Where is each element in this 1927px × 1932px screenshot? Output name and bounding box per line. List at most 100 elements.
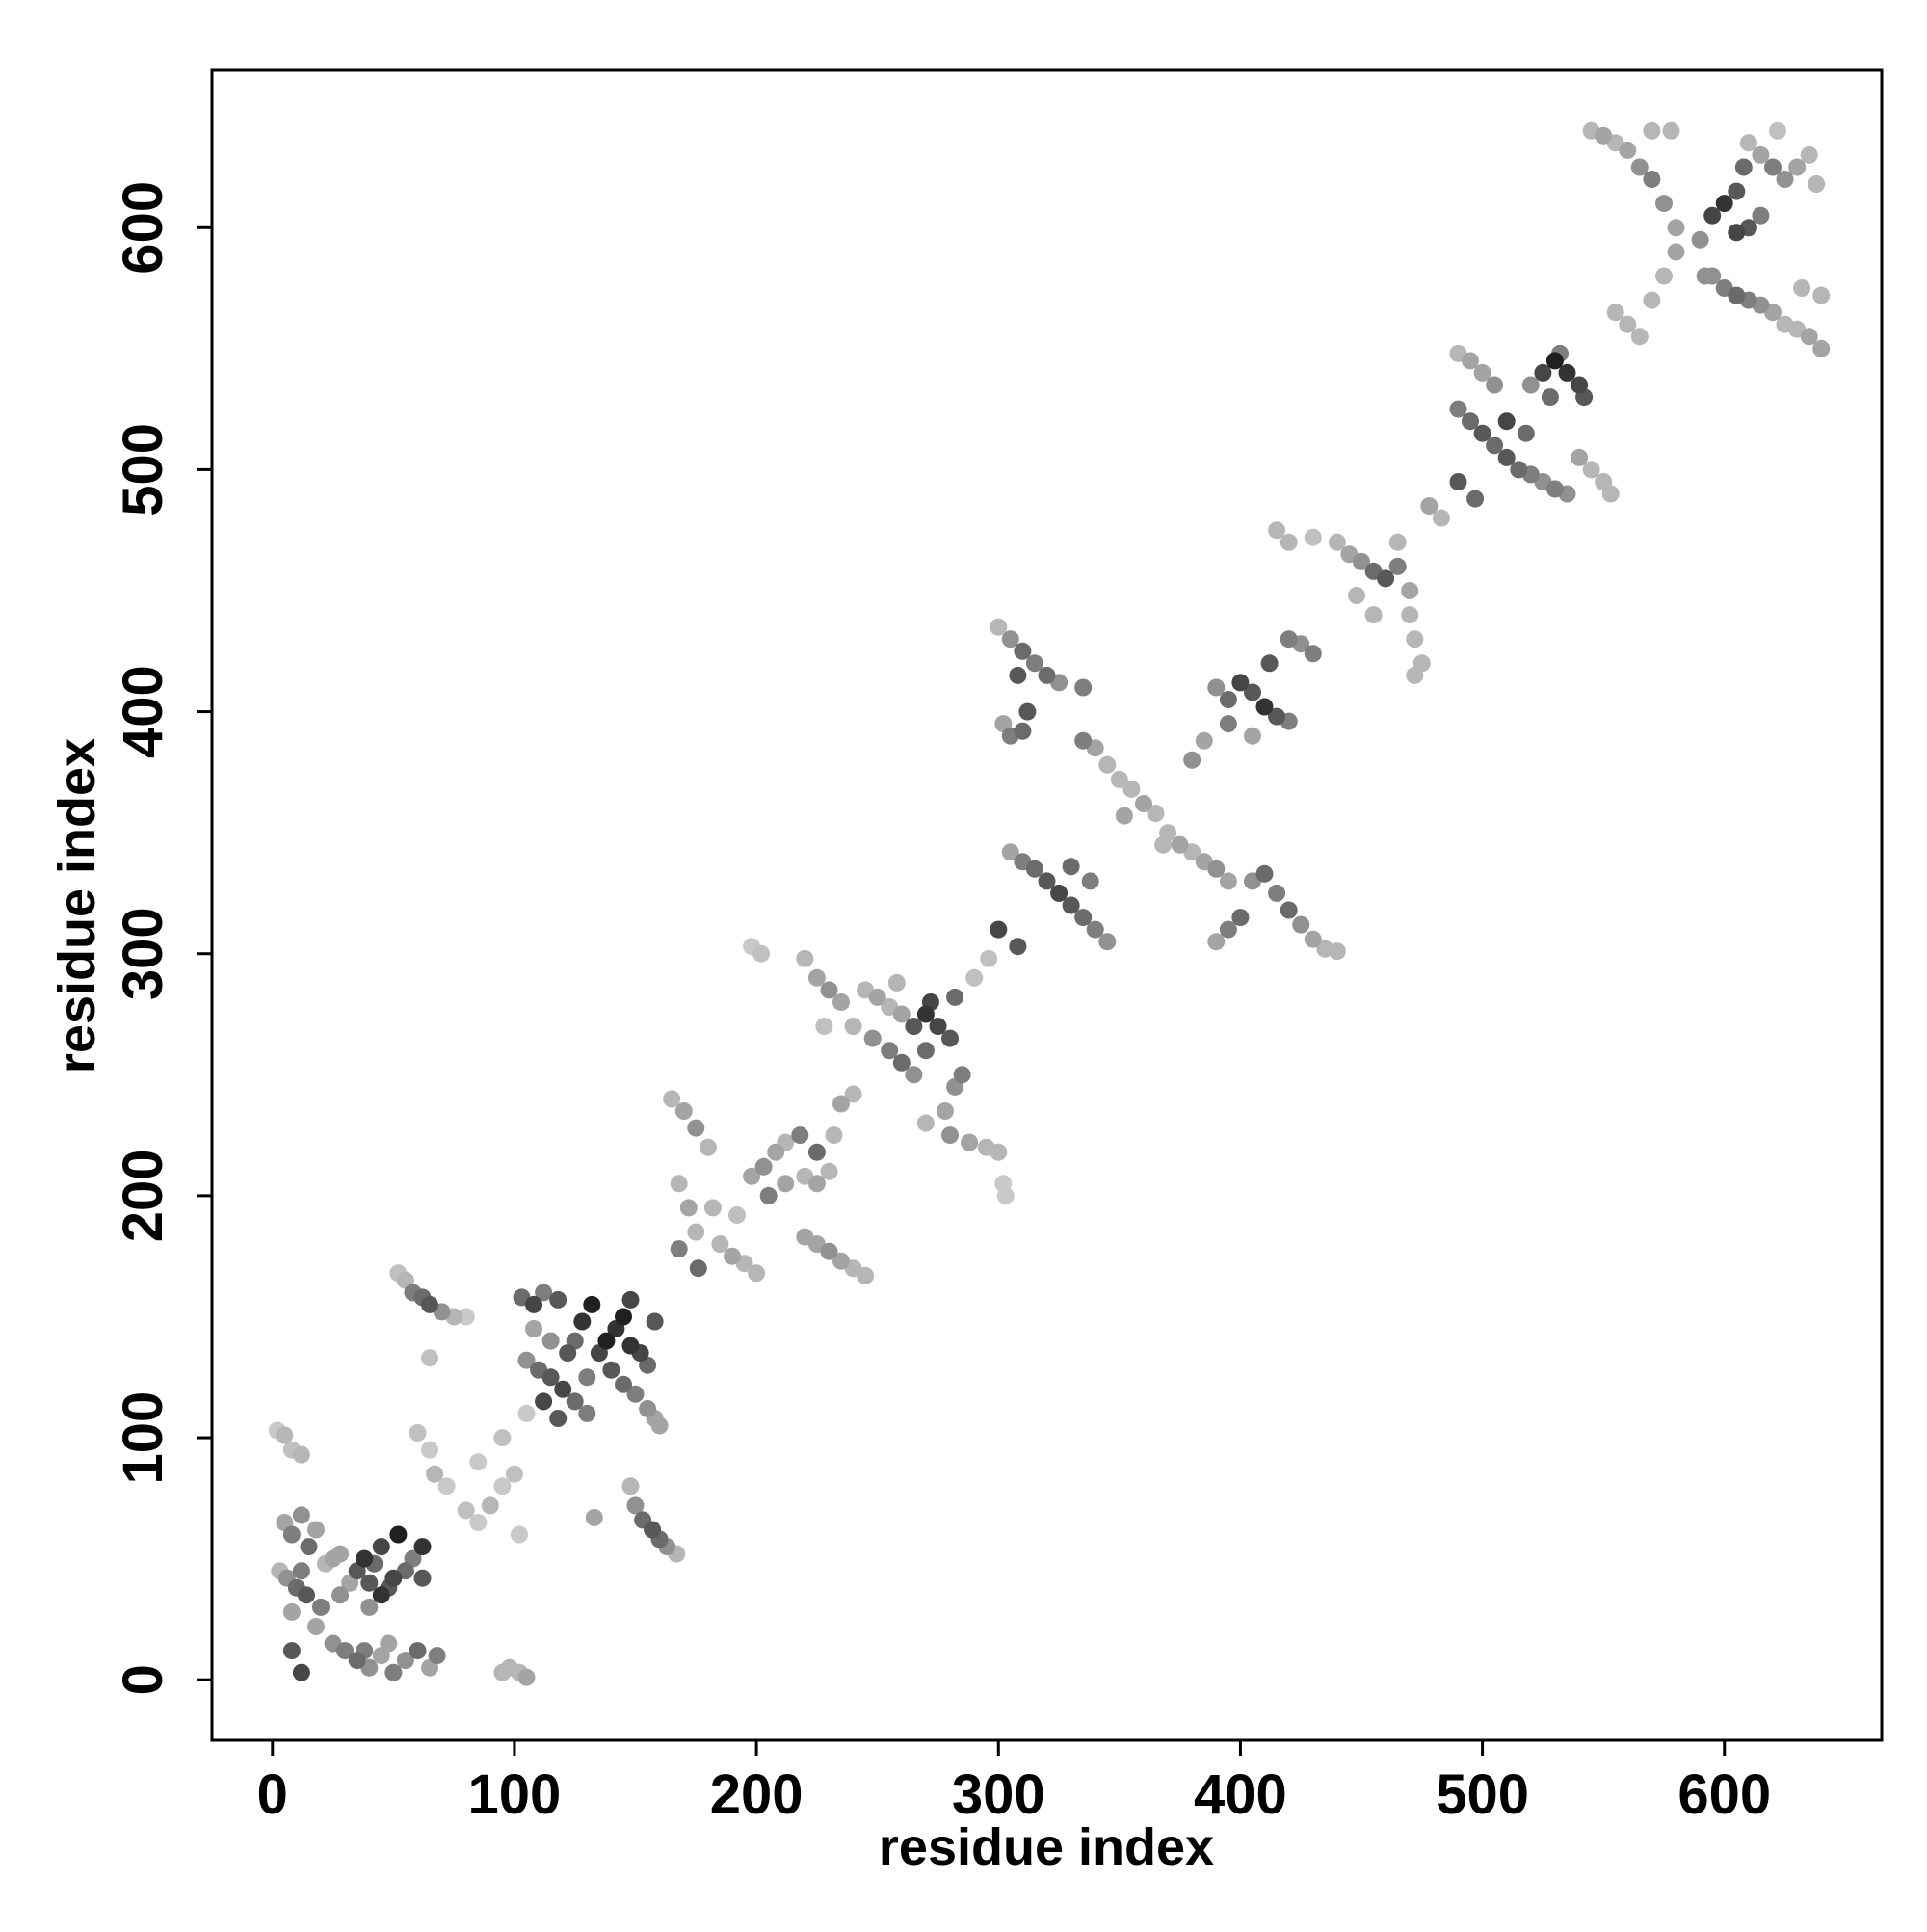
data-point xyxy=(1541,388,1559,407)
data-point xyxy=(724,1247,741,1265)
data-point xyxy=(1752,146,1770,164)
data-point xyxy=(743,1167,761,1185)
data-point xyxy=(549,1410,568,1427)
data-point xyxy=(759,1186,778,1204)
data-point xyxy=(1643,121,1661,140)
data-point xyxy=(844,1018,862,1036)
data-point xyxy=(905,1066,923,1084)
data-point xyxy=(457,1308,475,1326)
data-point xyxy=(1420,497,1439,516)
data-point xyxy=(990,1143,1008,1161)
data-point xyxy=(348,1652,366,1670)
data-point xyxy=(421,1295,438,1313)
data-point xyxy=(703,1199,722,1217)
data-point xyxy=(389,1525,408,1544)
data-point xyxy=(1207,860,1226,878)
data-point xyxy=(336,1642,355,1660)
data-point xyxy=(941,1029,959,1047)
x-axis: 0 100 200 300 400 500 600 xyxy=(257,1740,1771,1826)
data-point xyxy=(961,1133,979,1151)
data-point xyxy=(916,1114,935,1132)
data-point xyxy=(549,1290,568,1309)
data-point xyxy=(1353,552,1370,570)
data-point xyxy=(844,1085,862,1103)
data-point xyxy=(1255,698,1274,716)
data-point xyxy=(1260,654,1279,673)
data-point xyxy=(360,1574,379,1592)
data-point xyxy=(1154,835,1173,854)
data-point xyxy=(1534,363,1552,382)
data-point xyxy=(554,1380,572,1398)
data-point xyxy=(916,1005,935,1023)
data-point xyxy=(670,1175,688,1193)
data-point xyxy=(621,1337,640,1355)
data-point xyxy=(815,1018,833,1036)
data-point xyxy=(457,1501,475,1520)
data-point xyxy=(541,1332,560,1350)
data-point xyxy=(1328,942,1346,961)
data-point xyxy=(1377,569,1395,588)
data-point xyxy=(1752,206,1770,225)
data-point xyxy=(1728,182,1746,200)
data-point xyxy=(650,1416,669,1435)
data-point xyxy=(331,1545,350,1563)
data-point xyxy=(1122,780,1141,798)
data-point xyxy=(437,1477,456,1495)
data-point xyxy=(1074,731,1093,750)
data-point xyxy=(1715,195,1733,213)
data-point xyxy=(360,1598,379,1616)
data-point xyxy=(1001,843,1019,861)
data-point xyxy=(1388,533,1407,551)
data-point xyxy=(493,1477,512,1495)
y-tick-label: 400 xyxy=(112,665,174,758)
data-point xyxy=(511,1525,528,1544)
data-point xyxy=(1466,490,1485,508)
data-point xyxy=(469,1453,488,1471)
data-point xyxy=(1255,864,1274,883)
y-axis: 0 100 200 300 400 500 600 xyxy=(112,181,212,1695)
data-point xyxy=(946,988,964,1006)
data-point xyxy=(807,1143,826,1161)
data-point xyxy=(307,1618,325,1635)
data-point xyxy=(1558,363,1576,382)
data-point xyxy=(1098,755,1117,774)
data-point xyxy=(1764,158,1782,176)
data-point xyxy=(615,1308,632,1326)
data-point xyxy=(832,1095,850,1113)
data-point xyxy=(396,1652,414,1670)
data-point xyxy=(646,1312,664,1331)
data-point xyxy=(1268,707,1286,726)
data-point xyxy=(1406,666,1424,684)
x-axis-title: residue index xyxy=(879,1818,1214,1876)
data-point xyxy=(1643,291,1661,309)
data-point xyxy=(1348,587,1365,604)
data-point xyxy=(517,1351,536,1369)
data-point xyxy=(1098,933,1117,951)
data-point xyxy=(1655,195,1673,213)
data-point xyxy=(525,1295,542,1313)
y-tick-label: 0 xyxy=(112,1664,174,1695)
data-point xyxy=(1304,930,1322,948)
data-point xyxy=(566,1392,584,1411)
data-point xyxy=(1619,141,1637,159)
data-point xyxy=(1788,158,1807,176)
data-point xyxy=(372,1586,390,1604)
data-point xyxy=(356,1549,374,1568)
data-point xyxy=(996,1186,1015,1204)
data-point xyxy=(331,1586,350,1604)
data-point xyxy=(1571,448,1589,466)
data-point xyxy=(292,1562,310,1580)
data-point xyxy=(820,981,838,999)
data-point xyxy=(298,1586,315,1604)
data-point xyxy=(1406,630,1424,648)
data-point xyxy=(953,1066,971,1084)
data-point xyxy=(916,1042,935,1060)
data-point xyxy=(1643,171,1661,188)
data-point xyxy=(1081,872,1099,890)
data-point xyxy=(1497,448,1516,466)
data-point xyxy=(578,1404,596,1422)
data-point xyxy=(292,1445,310,1464)
data-point xyxy=(1219,920,1237,939)
x-tick-label: 300 xyxy=(952,1763,1045,1826)
